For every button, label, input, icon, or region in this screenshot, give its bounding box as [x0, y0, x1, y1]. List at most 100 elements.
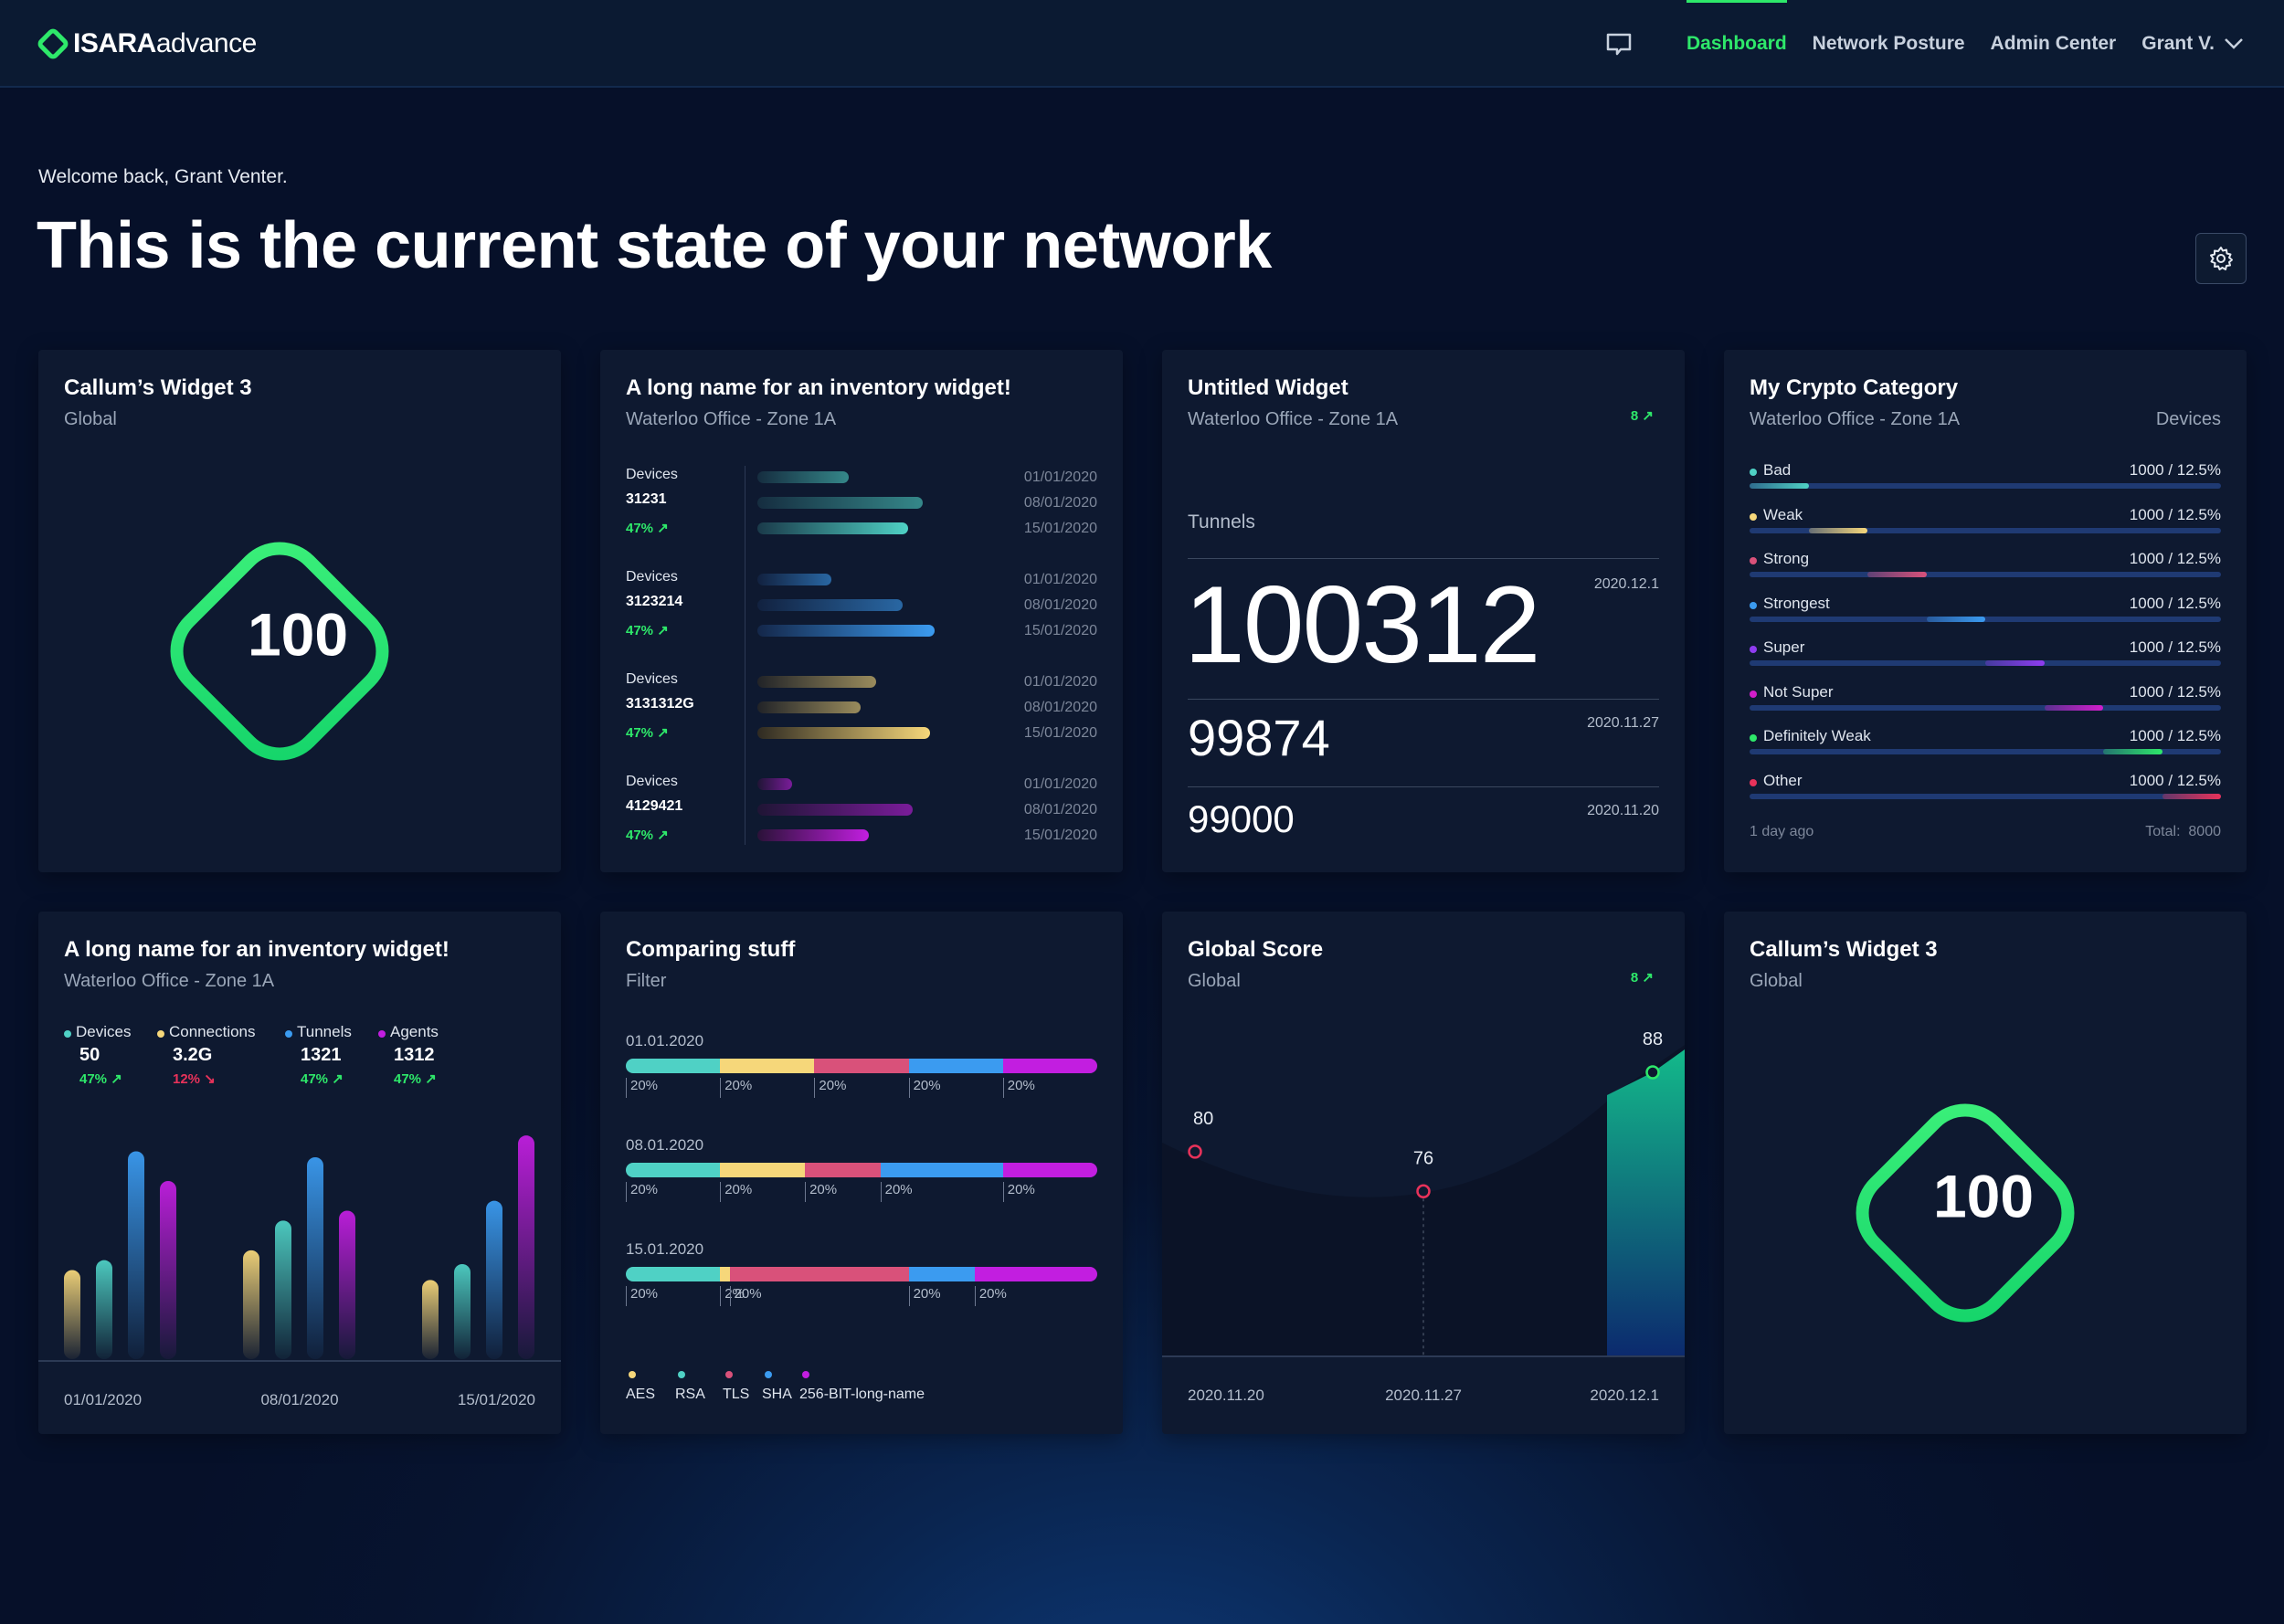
- category-value: 1000 / 12.5%: [2130, 683, 2221, 701]
- count: 1000: [2129, 638, 2164, 656]
- welcome-message: Welcome back, Grant Venter.: [38, 166, 288, 187]
- score-widget-card-1[interactable]: Callum’s Widget 3 Global 100: [38, 350, 561, 872]
- segment-label: 20%: [626, 1286, 658, 1306]
- group-change: 47% ↗: [626, 724, 669, 741]
- bar-segment: [805, 1163, 881, 1177]
- bar-segment: [720, 1059, 815, 1073]
- count: 1000: [2129, 461, 2164, 479]
- secondary-date: 2020.11.27: [1587, 715, 1659, 731]
- legend-label: SHA: [762, 1387, 792, 1402]
- bar-date: 08/01/2020: [1023, 495, 1097, 511]
- arrow-up-right-icon: ↗: [653, 828, 669, 843]
- widget-title: Callum’s Widget 3: [64, 375, 252, 400]
- nav-dashboard[interactable]: Dashboard: [1686, 0, 1787, 88]
- bar-date: 08/01/2020: [1023, 597, 1097, 613]
- data-label: 88: [1643, 1029, 1663, 1049]
- group-value: 31231: [626, 491, 667, 507]
- dashboard-settings-button[interactable]: [2195, 233, 2247, 284]
- bar-segment: [908, 1267, 975, 1281]
- percent: 12.5%: [2176, 771, 2221, 789]
- inventory-bar: [757, 599, 903, 611]
- legend-label: Connections: [169, 1023, 256, 1040]
- group-label: Devices: [626, 569, 678, 585]
- bar-segment: [908, 1059, 1003, 1073]
- brand-logo[interactable]: ISARAadvance: [37, 27, 257, 60]
- bar-date: 08/01/2020: [1023, 700, 1097, 715]
- chat-icon[interactable]: [1602, 27, 1635, 60]
- legend-dot: [678, 1371, 685, 1378]
- legend-label: Agents: [390, 1023, 439, 1040]
- user-menu[interactable]: Grant V.: [2141, 0, 2244, 88]
- score-widget-card-2[interactable]: Callum’s Widget 3 Global 100: [1724, 912, 2247, 1434]
- widget-title: Comparing stuff: [626, 937, 796, 962]
- score-diamond: 100: [1856, 1103, 2075, 1323]
- count: 1000: [2129, 594, 2164, 612]
- crypto-category-card[interactable]: My Crypto Category Waterloo Office - Zon…: [1724, 350, 2247, 872]
- category-value: 1000 / 12.5%: [2130, 772, 2221, 790]
- separator: /: [2163, 550, 2177, 567]
- segment-label: 20%: [720, 1078, 752, 1098]
- data-label: 76: [1413, 1148, 1433, 1168]
- change-value: 47%: [626, 725, 654, 741]
- category-label: Not Super: [1763, 682, 1834, 701]
- score-value: 100: [1933, 1162, 2034, 1229]
- user-name: Grant V.: [2141, 33, 2215, 54]
- segment-label: 20%: [729, 1286, 762, 1306]
- nav-network-posture[interactable]: Network Posture: [1812, 33, 1965, 54]
- bar-segment: [720, 1267, 730, 1281]
- score-value: 100: [248, 600, 348, 668]
- inventory-bar: [757, 522, 908, 534]
- legend-dot: [1750, 646, 1757, 653]
- top-bar: ISARAadvance Dashboard Network Posture A…: [0, 0, 2284, 88]
- x-tick-label: 01/01/2020: [64, 1391, 142, 1408]
- segment-label: 20%: [880, 1182, 913, 1202]
- segment-label: 20%: [805, 1182, 837, 1202]
- category-label: Strongest: [1763, 594, 1830, 612]
- category-track: [1750, 483, 2221, 489]
- divider: [1188, 699, 1659, 700]
- bar-segment: [974, 1267, 1097, 1281]
- trend-value: 8: [1630, 970, 1639, 986]
- filter-link[interactable]: Filter: [626, 971, 667, 991]
- bar-date: 08/01/2020: [1023, 802, 1097, 817]
- bar-date: 01/01/2020: [1023, 776, 1097, 792]
- bar-segment: [880, 1163, 1003, 1177]
- arrow-down-right-icon: ↘: [200, 1071, 216, 1087]
- widget-title: Callum’s Widget 3: [1750, 937, 1938, 962]
- group-label: Devices: [626, 774, 678, 789]
- widget-subtitle: Waterloo Office - Zone 1A: [1750, 409, 1961, 429]
- count: 1000: [2129, 505, 2164, 523]
- category-fill: [1985, 660, 2045, 666]
- legend-dot: [64, 1030, 71, 1038]
- row-date: 15.01.2020: [626, 1240, 704, 1258]
- inventory-bar: [757, 829, 869, 841]
- bar-segment: [1002, 1059, 1097, 1073]
- arrow-up-right-icon: ↗: [107, 1071, 122, 1087]
- category-track: [1750, 572, 2221, 577]
- legend-dot: [1750, 778, 1757, 786]
- inventory-widget-card-2[interactable]: A long name for an inventory widget! Wat…: [38, 912, 561, 1434]
- inventory-bar: [757, 574, 831, 585]
- segment-label: 20%: [626, 1182, 658, 1202]
- legend-dot: [725, 1371, 733, 1378]
- bar: [339, 1210, 355, 1359]
- global-score-card[interactable]: Global Score Global 8 ↗ 80 2020.11.20 76 20…: [1162, 912, 1685, 1434]
- separator: /: [2163, 771, 2177, 789]
- legend-dot: [378, 1030, 386, 1038]
- x-tick-label: 2020.11.27: [1385, 1387, 1462, 1404]
- bar-segment: [626, 1267, 721, 1281]
- comparing-stuff-card[interactable]: Comparing stuff Filter 01.01.2020 20% 20% 2…: [600, 912, 1123, 1434]
- arrow-up-right-icon: ↗: [653, 623, 669, 638]
- arrow-up-right-icon: ↗: [328, 1071, 344, 1087]
- segment-label: 20%: [908, 1286, 941, 1306]
- bar-date: 15/01/2020: [1023, 725, 1097, 741]
- arrow-up-right-icon: ↗: [1642, 970, 1654, 986]
- widget-title: Global Score: [1188, 937, 1324, 962]
- divider: [1188, 786, 1659, 787]
- untitled-widget-card[interactable]: Untitled Widget Waterloo Office - Zone 1…: [1162, 350, 1685, 872]
- metric-label: Tunnels: [1188, 511, 1255, 533]
- legend-dot: [802, 1371, 809, 1378]
- nav-admin-center[interactable]: Admin Center: [1990, 33, 2117, 54]
- total-label: Total:: [2145, 824, 2181, 839]
- inventory-widget-card-1[interactable]: A long name for an inventory widget! Wat…: [600, 350, 1123, 872]
